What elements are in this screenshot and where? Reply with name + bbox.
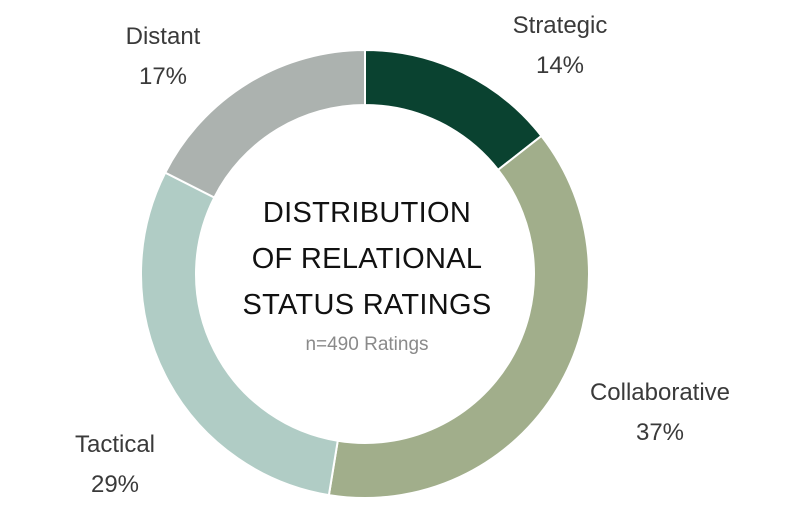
slice-label-tactical: Tactical 29% <box>50 425 180 505</box>
slice-percent-distant: 17% <box>138 63 188 90</box>
slice-name-tactical: Tactical <box>74 431 156 458</box>
donut-slice-distant <box>163 48 366 199</box>
slice-percent-strategic: 14% <box>535 52 585 79</box>
chart-center-title: DISTRIBUTION OF RELATIONAL STATUS RATING… <box>212 190 522 360</box>
chart-title-line-2: OF RELATIONAL <box>251 243 483 275</box>
slice-label-collaborative: Collaborative 37% <box>570 373 750 453</box>
slice-label-distant: Distant 17% <box>98 17 228 97</box>
slice-name-strategic: Strategic <box>512 12 608 39</box>
chart-title-line-1: DISTRIBUTION <box>262 197 472 229</box>
donut-slice-collaborative <box>327 134 590 499</box>
chart-subtitle: n=490 Ratings <box>305 334 429 355</box>
chart-title-line-3: STATUS RATINGS <box>242 289 492 321</box>
slice-name-collaborative: Collaborative <box>589 379 731 406</box>
slice-percent-tactical: 29% <box>90 471 140 498</box>
slice-percent-collaborative: 37% <box>635 419 685 446</box>
donut-slices <box>140 48 590 499</box>
slice-name-distant: Distant <box>125 23 201 50</box>
slice-label-strategic: Strategic 14% <box>490 6 630 86</box>
